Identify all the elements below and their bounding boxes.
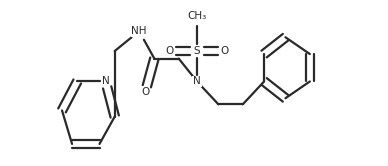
Text: N: N (193, 77, 201, 86)
Text: S: S (194, 46, 200, 56)
Text: O: O (220, 46, 229, 56)
Text: NH: NH (132, 26, 147, 36)
Text: N: N (102, 77, 109, 86)
Text: O: O (141, 87, 149, 97)
Text: CH₃: CH₃ (187, 11, 207, 21)
Text: O: O (166, 46, 174, 56)
